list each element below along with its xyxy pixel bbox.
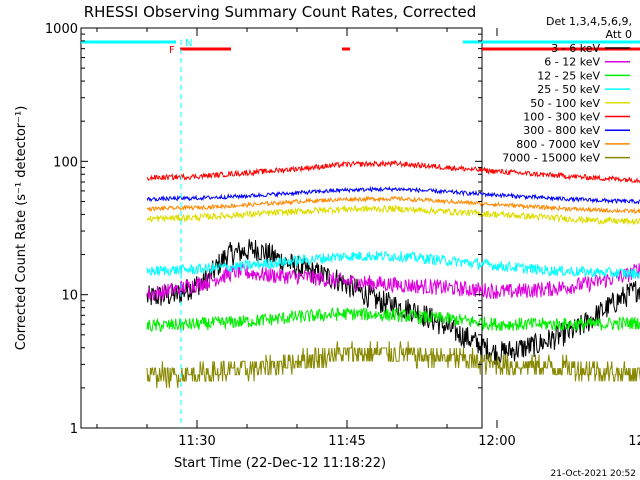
- series-line-4: [146, 204, 640, 225]
- x-tick-label: 11:45: [328, 434, 365, 449]
- y-axis-label: Corrected Count Rate (s⁻¹ detector⁻¹): [14, 106, 29, 351]
- annotation-layer: FN: [81, 38, 640, 428]
- legend-label-6: 300 - 800 keV: [523, 124, 600, 137]
- legend-label-2: 12 - 25 keV: [537, 69, 600, 82]
- legend-label-8: 7000 - 15000 keV: [502, 152, 600, 165]
- legend-label-3: 25 - 50 keV: [537, 83, 600, 96]
- x-tick-label: 12:00: [478, 434, 515, 449]
- series-line-5: [146, 159, 640, 184]
- annotation-label-f: F: [169, 45, 175, 56]
- legend-header: Det 1,3,4,5,6,9,: [546, 15, 632, 28]
- x-tick-label: 11:30: [178, 434, 215, 449]
- series-layer: [146, 159, 640, 389]
- y-tick-label: 100: [53, 155, 78, 170]
- series-line-2: [146, 307, 640, 332]
- legend-label-1: 6 - 12 keV: [544, 56, 600, 69]
- plot-area: [80, 27, 483, 429]
- y-tick-label: 1: [70, 422, 78, 437]
- series-line-8: [146, 341, 640, 389]
- legend-label-4: 50 - 100 keV: [530, 97, 600, 110]
- legend-label-7: 800 - 7000 keV: [516, 138, 600, 151]
- x-tick-label: 12:15: [628, 434, 640, 449]
- x-axis-label: Start Time (22-Dec-12 11:18:22): [174, 456, 386, 471]
- series-line-7: [146, 195, 640, 215]
- annotation-label-n: N: [185, 38, 192, 49]
- series-line-1: [146, 262, 640, 301]
- chart-title: RHESSI Observing Summary Count Rates, Co…: [84, 3, 477, 21]
- y-tick-label: 1000: [45, 22, 78, 37]
- legend-label-5: 100 - 300 keV: [523, 111, 600, 124]
- series-line-6: [146, 185, 640, 205]
- legend-label-0: 3 - 6 keV: [551, 42, 600, 55]
- y-tick-label: 10: [61, 289, 78, 304]
- legend-header: Att 0: [606, 28, 632, 41]
- footer-timestamp: 21-Oct-2021 20:52: [551, 469, 636, 479]
- series-line-3: [146, 250, 640, 279]
